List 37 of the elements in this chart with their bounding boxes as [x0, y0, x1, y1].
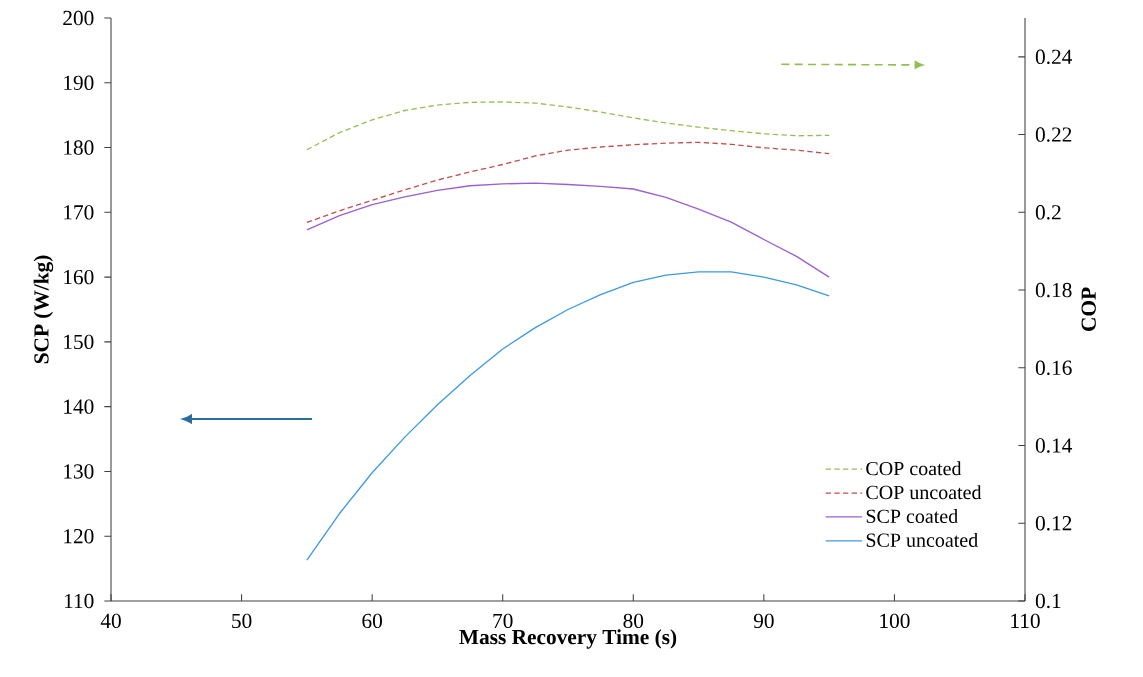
y2-tick-label: 0.1: [1035, 593, 1061, 609]
y-tick-label: 150: [64, 334, 94, 350]
y-tick-label: 130: [64, 464, 94, 479]
x-axis-title: Mass Recovery Time (s): [459, 629, 677, 649]
x-tick-label: 50: [232, 613, 252, 629]
y-tick-label: 200: [63, 10, 94, 26]
x-tick-label: 90: [753, 613, 774, 629]
line-series: [306, 101, 830, 151]
y2-tick-label: 0.24: [1035, 49, 1073, 65]
y-tick-label: 170: [64, 205, 94, 220]
y-axis-title: SCP (W/kg): [33, 255, 54, 364]
y2-tick-label: 0.12: [1035, 516, 1072, 531]
legend-label: COP uncoated: [866, 485, 982, 500]
y2-axis-title: COP: [1081, 287, 1096, 331]
x-tick-label: 100: [880, 613, 910, 629]
y-tick-label: 160: [64, 269, 94, 285]
x-tick-label: 80: [623, 613, 644, 629]
x-tick-label: 70: [493, 613, 513, 629]
x-tick-label: 60: [362, 613, 382, 629]
y-tick-label: 110: [64, 593, 94, 609]
y-tick-label: 120: [64, 529, 94, 544]
y2-tick-label: 0.18: [1035, 282, 1072, 298]
legend-label: SCP coated: [866, 509, 958, 524]
line-series: [306, 141, 830, 224]
y2-tick-label: 0.14: [1035, 438, 1073, 453]
legend-label: SCP uncoated: [866, 532, 978, 547]
y-tick-label: 180: [64, 140, 94, 155]
line-series: [306, 182, 830, 278]
y-tick-label: 190: [64, 75, 94, 90]
y2-tick-label: 0.16: [1035, 360, 1072, 376]
legend-label: COP coated: [866, 461, 962, 476]
x-tick-label: 40: [100, 613, 121, 629]
line-series: [306, 271, 830, 561]
y2-tick-label: 0.2: [1035, 205, 1061, 220]
y-tick-label: 140: [64, 399, 94, 414]
y2-tick-label: 0.22: [1035, 127, 1072, 142]
x-tick-label: 110: [1011, 613, 1040, 629]
